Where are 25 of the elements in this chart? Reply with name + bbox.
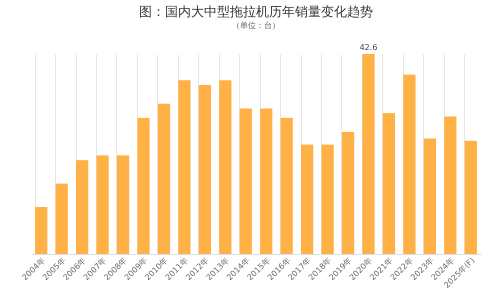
bar [35,207,48,254]
bar [240,108,252,254]
chart-subtitle: （单位：台） [232,21,280,30]
bar [56,184,68,254]
bar [96,155,109,254]
bar [382,113,396,254]
bar [301,144,314,254]
chart-title: 图：国内大中型拖拉机历年销量变化趋势 [139,5,373,20]
bar [464,140,477,254]
bar [444,116,456,254]
bar [219,80,232,254]
bar [76,160,88,254]
bar [321,144,334,254]
bar [424,138,436,254]
bar [198,84,211,254]
bar [260,108,272,254]
bar [403,74,416,254]
bar [280,118,293,254]
bar [178,80,191,254]
data-label: 42.6 [360,43,378,52]
bar [137,118,150,254]
bar [158,104,170,254]
bar [116,155,130,254]
bar [342,132,354,254]
bar [362,54,375,254]
